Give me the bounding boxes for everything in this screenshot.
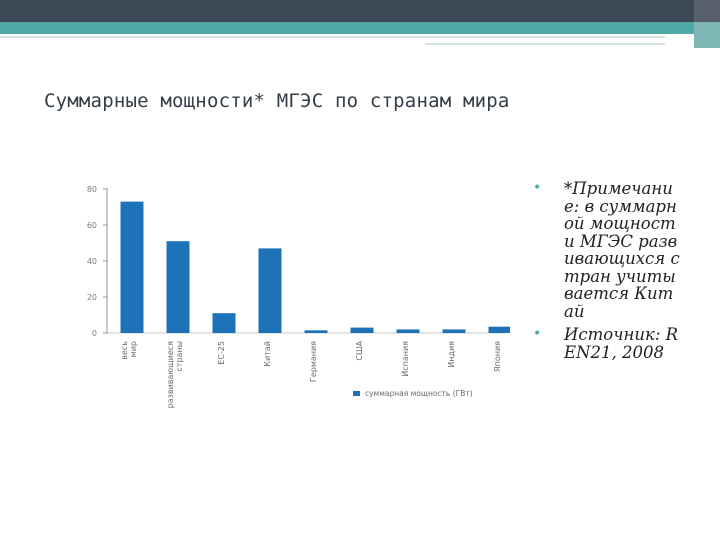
x-tick-label: США xyxy=(355,340,364,360)
bar xyxy=(304,330,328,333)
slide-title: Суммарные мощности* МГЭС по странам мира xyxy=(44,90,510,112)
bar xyxy=(258,248,282,333)
x-tick-label: Индия xyxy=(447,341,456,368)
notes-list: • *Примечание: в суммарной мощности МГЭС… xyxy=(530,180,680,367)
y-tick-label: 0 xyxy=(92,329,97,338)
x-tick-label: ЕС-25 xyxy=(217,341,226,365)
header-bar xyxy=(0,0,720,22)
source-item: • Источник: REN21, 2008 xyxy=(530,326,680,361)
bar xyxy=(396,329,420,333)
bullet-icon: • xyxy=(533,326,542,342)
y-tick-label: 40 xyxy=(87,257,97,266)
divider-line-short xyxy=(425,43,665,45)
bar-chart: 0 20 40 60 80 весьмир развивающиесястраны ЕС-25… xyxy=(87,185,510,409)
y-tick-label: 80 xyxy=(87,185,97,194)
bar xyxy=(212,313,236,333)
x-tick-label: Япония xyxy=(493,341,502,372)
accent-band xyxy=(0,22,720,34)
x-tick-label: развивающиесястраны xyxy=(166,341,184,409)
legend-label: суммарная мощность (ГВт) xyxy=(365,389,473,398)
bar xyxy=(120,201,144,333)
divider-line xyxy=(0,36,665,38)
bar xyxy=(350,327,374,333)
x-tick-label: Германия xyxy=(309,341,318,382)
note-text: *Примечание: в суммарной мощности МГЭС р… xyxy=(564,179,680,321)
bullet-icon: • xyxy=(533,180,542,196)
y-tick-label: 20 xyxy=(87,293,97,302)
bar xyxy=(488,326,510,333)
y-tick-label: 60 xyxy=(87,221,97,230)
bar xyxy=(442,329,466,333)
x-tick-label: Китай xyxy=(263,341,272,367)
source-text: Источник: REN21, 2008 xyxy=(564,325,679,362)
x-tick-label: весьмир xyxy=(120,341,138,360)
note-item: • *Примечание: в суммарной мощности МГЭС… xyxy=(530,180,680,320)
bar xyxy=(166,241,190,333)
x-tick-label: Испания xyxy=(401,341,410,377)
accent-band-corner xyxy=(694,22,720,48)
header-bar-corner xyxy=(694,0,720,22)
legend-swatch xyxy=(353,391,360,396)
